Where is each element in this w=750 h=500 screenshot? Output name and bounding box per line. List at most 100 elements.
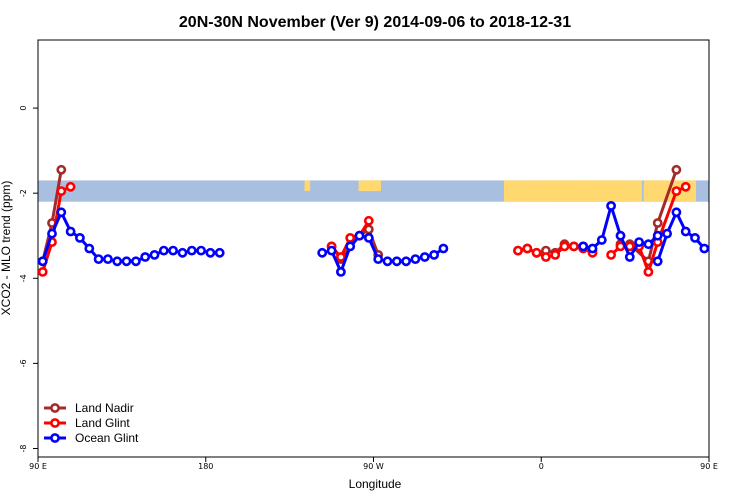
legend-label-ocean-glint: Ocean Glint (75, 431, 139, 445)
legend-marker-land-glint (50, 418, 60, 428)
data-point-ocean-glint (345, 241, 356, 252)
map-land (571, 180, 627, 202)
data-point-land-glint (513, 245, 523, 256)
legend-marker-land-nadir (50, 403, 60, 413)
data-point-land-glint (671, 186, 682, 196)
series-line-land-glint (41, 185, 72, 273)
x-axis-label: Longitude (349, 477, 402, 491)
x-axis: 90 E 180 90 W 0 90 E (29, 457, 718, 471)
data-point-ocean-glint (121, 256, 132, 267)
data-point-ocean-glint (671, 207, 682, 218)
map-land (503, 180, 542, 202)
x-tick-label: 90 E (700, 462, 718, 471)
y-tick-label: -4 (19, 274, 28, 282)
data-point-ocean-glint (419, 252, 430, 262)
y-tick-label: -6 (19, 359, 28, 367)
data-point-ocean-glint (410, 254, 421, 264)
y-tick-label: 0 (19, 106, 28, 111)
data-point-ocean-glint (335, 266, 346, 277)
y-axis-label: XCO2 - MLO trend (ppm) (0, 181, 13, 316)
data-point-ocean-glint (47, 228, 57, 239)
x-tick-label: 90 W (363, 462, 384, 471)
data-point-ocean-glint (391, 256, 402, 267)
data-point-ocean-glint (38, 256, 48, 267)
data-point-land-glint (606, 249, 616, 260)
chart-title: 20N-30N November (Ver 9) 2014-09-06 to 2… (179, 14, 571, 31)
data-point-ocean-glint (587, 243, 598, 254)
data-point-ocean-glint (438, 243, 449, 254)
data-point-ocean-glint (186, 245, 197, 256)
data-point-ocean-glint (317, 247, 328, 258)
data-point-ocean-glint (93, 254, 104, 264)
data-point-land-nadir (671, 164, 682, 175)
series-land-glint (38, 181, 691, 277)
data-point-land-glint (38, 267, 48, 277)
data-point-ocean-glint (680, 226, 691, 237)
data-point-ocean-glint (624, 252, 635, 262)
world-map-band (38, 180, 709, 202)
data-point-land-nadir (56, 164, 67, 175)
data-point-ocean-glint (326, 245, 337, 256)
data-point-land-glint (522, 243, 533, 254)
legend-label-land-glint: Land Glint (75, 416, 130, 430)
data-point-ocean-glint (652, 256, 663, 267)
data-point-land-glint (569, 241, 579, 252)
x-tick-label: 180 (198, 462, 213, 471)
data-point-ocean-glint (596, 235, 607, 245)
data-point-land-glint (680, 181, 691, 192)
data-point-land-glint (363, 215, 374, 226)
data-point-ocean-glint (103, 254, 113, 264)
y-tick-label: -8 (19, 444, 28, 452)
data-point-ocean-glint (158, 245, 169, 256)
data-point-ocean-glint (168, 245, 178, 256)
data-point-land-glint (335, 252, 346, 262)
data-point-ocean-glint (652, 230, 663, 241)
data-point-ocean-glint (662, 228, 672, 239)
data-point-ocean-glint (615, 230, 626, 241)
data-point-ocean-glint (578, 241, 589, 252)
x-tick-label: 90 E (29, 462, 47, 471)
data-point-land-glint (643, 266, 654, 277)
series-ocean-glint (38, 200, 709, 277)
data-point-ocean-glint (429, 249, 439, 260)
y-tick-label: -2 (19, 189, 28, 197)
data-point-ocean-glint (690, 232, 700, 243)
data-point-land-glint (541, 252, 551, 262)
legend-marker-ocean-glint (50, 433, 60, 443)
data-point-ocean-glint (214, 247, 225, 258)
data-point-ocean-glint (196, 245, 206, 256)
data-point-ocean-glint (84, 243, 95, 254)
data-point-land-glint (559, 241, 570, 252)
data-point-ocean-glint (75, 232, 85, 243)
data-point-land-glint (550, 249, 561, 260)
data-point-ocean-glint (373, 254, 384, 264)
data-point-ocean-glint (401, 256, 411, 267)
data-point-ocean-glint (112, 256, 123, 267)
data-point-ocean-glint (606, 200, 616, 211)
data-point-ocean-glint (149, 249, 160, 260)
legend-label-land-nadir: Land Nadir (75, 401, 134, 415)
data-point-ocean-glint (56, 207, 67, 218)
data-point-ocean-glint (65, 226, 76, 237)
map-land (369, 180, 380, 192)
y-axis: 0 -2 -4 -6 -8 (19, 106, 38, 452)
data-point-ocean-glint (140, 252, 151, 262)
data-point-ocean-glint (177, 247, 188, 258)
data-point-land-glint (56, 186, 67, 196)
data-point-land-glint (65, 181, 76, 192)
data-point-ocean-glint (643, 239, 654, 250)
data-point-ocean-glint (699, 243, 709, 254)
data-point-land-nadir (652, 218, 663, 228)
data-point-land-glint (531, 247, 542, 258)
data-point-ocean-glint (130, 256, 141, 267)
series-layer (38, 164, 709, 277)
map-land (304, 180, 311, 192)
data-point-ocean-glint (363, 232, 374, 243)
data-point-land-glint (345, 232, 356, 243)
data-point-ocean-glint (382, 256, 393, 267)
data-point-ocean-glint (634, 237, 644, 247)
data-point-ocean-glint (354, 230, 365, 241)
data-point-ocean-glint (205, 247, 216, 258)
